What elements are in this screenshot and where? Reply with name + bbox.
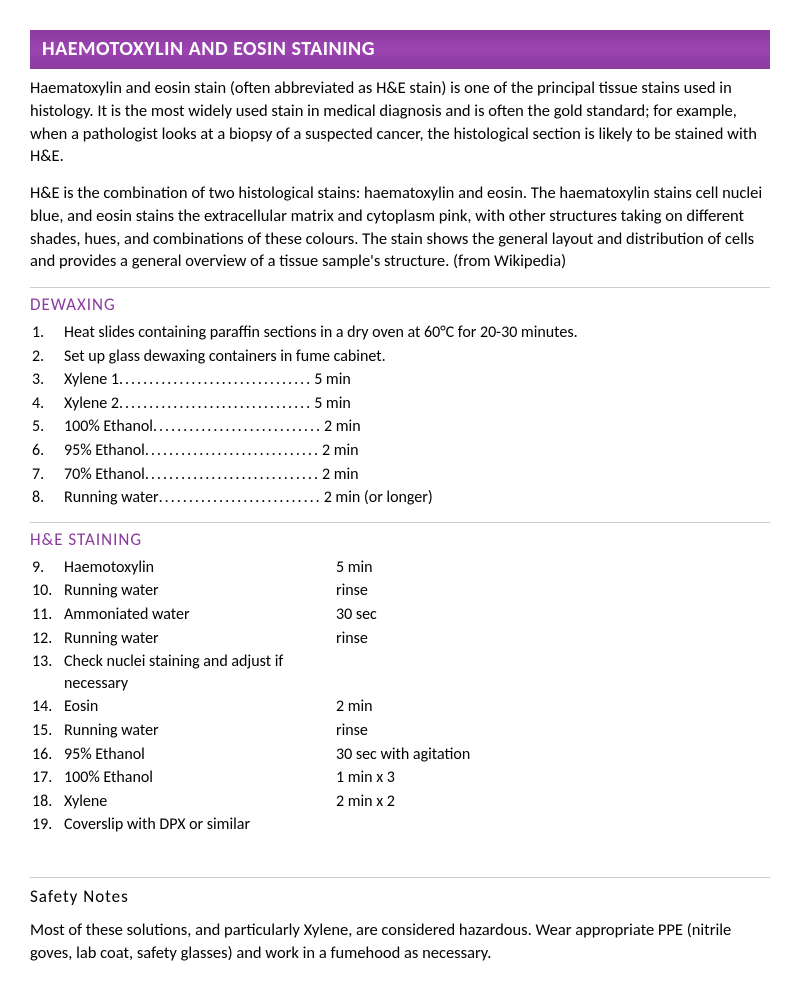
list-item: 95% Ethanol ............................… [30, 439, 770, 463]
safety-block: Most of these solutions, and particularl… [30, 919, 770, 965]
leader-dots: ............................. [145, 440, 320, 462]
leader-dots: ........................... [159, 487, 322, 509]
step-duration: 2 min [320, 440, 359, 462]
list-item: 70% Ethanol ............................… [30, 463, 770, 487]
list-item: Running waterrinse [30, 719, 770, 743]
step-label: Haemotoxylin [64, 557, 334, 579]
intro-block: Haematoxylin and eosin stain (often abbr… [30, 77, 770, 273]
list-item: Running water ..........................… [30, 486, 770, 510]
dewaxing-heading: DEWAXING [30, 294, 770, 317]
step-duration: 2 min [320, 464, 359, 486]
step-duration: 2 min x 2 [334, 791, 395, 813]
step-label: Xylene 2 [64, 393, 119, 415]
list-item: 100% Ethanol ...........................… [30, 415, 770, 439]
dewaxing-list: Heat slides containing paraffin sections… [30, 321, 770, 510]
list-item: 100% Ethanol1 min x 3 [30, 766, 770, 790]
list-item: Running waterrinse [30, 579, 770, 603]
step-label: Running water [64, 580, 334, 602]
staining-heading: H&E STAINING [30, 529, 770, 552]
step-label: Set up glass dewaxing containers in fume… [64, 346, 386, 368]
step-label: Eosin [64, 696, 334, 718]
staining-list: Haemotoxylin5 minRunning waterrinseAmmon… [30, 556, 770, 837]
step-label: Xylene [64, 791, 334, 813]
step-label: Coverslip with DPX or similar [64, 814, 334, 836]
step-label: Running water [64, 487, 159, 509]
step-duration: 5 min [312, 369, 351, 391]
step-label: 70% Ethanol [64, 464, 145, 486]
step-duration: rinse [334, 628, 368, 650]
list-item: Heat slides containing paraffin sections… [30, 321, 770, 345]
list-item: Set up glass dewaxing containers in fume… [30, 345, 770, 369]
step-duration: 30 sec with agitation [334, 744, 470, 766]
leader-dots: ............................. [145, 464, 320, 486]
safety-heading: Safety Notes [30, 877, 770, 909]
list-item: Xylene2 min x 2 [30, 790, 770, 814]
step-label: 95% Ethanol [64, 440, 145, 462]
leader-dots: ................................ [119, 393, 312, 415]
step-label: Running water [64, 720, 334, 742]
safety-text: Most of these solutions, and particularl… [30, 919, 770, 965]
list-item: Ammoniated water30 sec [30, 603, 770, 627]
step-duration: 5 min [334, 557, 373, 579]
step-duration: 5 min [312, 393, 351, 415]
intro-paragraph-1: Haematoxylin and eosin stain (often abbr… [30, 77, 770, 168]
step-duration: 30 sec [334, 604, 377, 626]
step-duration: rinse [334, 720, 368, 742]
step-label: Running water [64, 628, 334, 650]
step-duration: 1 min x 3 [334, 767, 395, 789]
step-label: Xylene 1 [64, 369, 119, 391]
step-duration: 2 min [334, 696, 373, 718]
list-item: Xylene 1 ...............................… [30, 368, 770, 392]
leader-dots: ............................ [153, 416, 322, 438]
list-item: Coverslip with DPX or similar [30, 813, 770, 837]
step-label: 100% Ethanol [64, 767, 334, 789]
step-duration: rinse [334, 580, 368, 602]
leader-dots: ................................ [119, 369, 312, 391]
step-label: Heat slides containing paraffin sections… [64, 322, 578, 344]
list-item: Eosin2 min [30, 695, 770, 719]
title-banner: HAEMOTOXYLIN AND EOSIN STAINING [30, 30, 770, 69]
dewaxing-section: DEWAXING Heat slides containing paraffin… [30, 287, 770, 510]
step-duration: 2 min (or longer) [322, 487, 433, 509]
list-item: 95% Ethanol30 sec with agitation [30, 743, 770, 767]
step-label: 100% Ethanol [64, 416, 153, 438]
step-duration: 2 min [322, 416, 361, 438]
list-item: Haemotoxylin5 min [30, 556, 770, 580]
list-item: Check nuclei staining and adjust if nece… [30, 650, 770, 695]
step-label: Ammoniated water [64, 604, 334, 626]
step-label: 95% Ethanol [64, 744, 334, 766]
list-item: Xylene 2 ...............................… [30, 392, 770, 416]
step-label: Check nuclei staining and adjust if nece… [64, 651, 334, 694]
list-item: Running waterrinse [30, 627, 770, 651]
intro-paragraph-2: H&E is the combination of two histologic… [30, 182, 770, 273]
staining-section: H&E STAINING Haemotoxylin5 minRunning wa… [30, 522, 770, 837]
